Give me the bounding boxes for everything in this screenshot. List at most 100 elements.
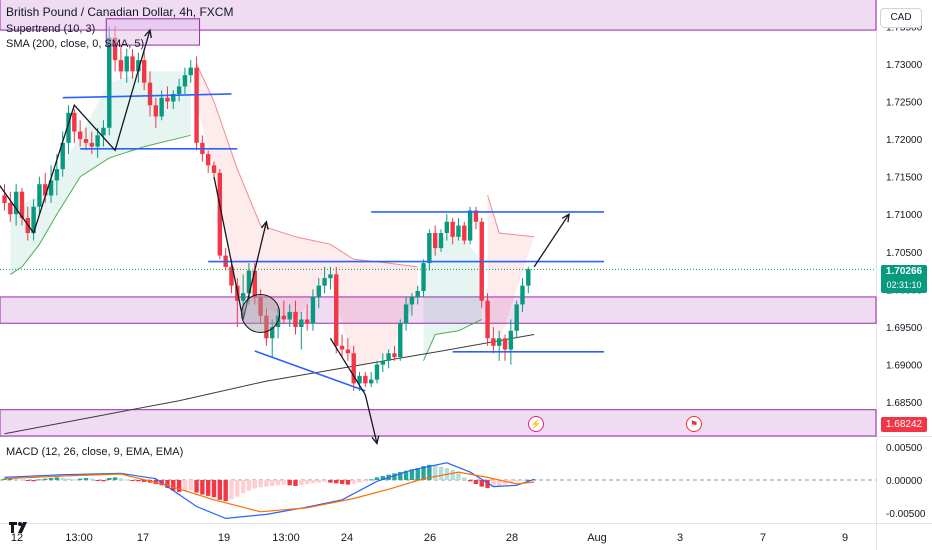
macd-histogram-bar xyxy=(188,480,193,490)
candle-body xyxy=(206,154,211,166)
macd-histogram-bar xyxy=(211,480,217,498)
candle xyxy=(258,289,263,324)
candle xyxy=(223,248,228,271)
candle-body xyxy=(403,304,409,324)
candle xyxy=(508,319,514,365)
macd-histogram-bar xyxy=(456,473,461,480)
macd-histogram-bar xyxy=(176,480,182,492)
projection-arrow xyxy=(533,213,570,268)
candle xyxy=(526,266,531,294)
macd-tick-label: 0.00000 xyxy=(886,476,923,487)
macd-histogram-bar xyxy=(200,480,205,495)
candle xyxy=(48,165,54,203)
macd-histogram-bar xyxy=(77,478,83,480)
macd-histogram-bar xyxy=(368,479,374,481)
price-tick-label: 1.72500 xyxy=(886,97,923,108)
tradingview-logo-icon[interactable] xyxy=(8,520,30,534)
candle xyxy=(497,330,502,361)
time-tick-label: 26 xyxy=(424,532,436,544)
candle-body xyxy=(485,300,490,339)
candle xyxy=(339,334,345,358)
indicator-sma-label[interactable]: SMA (200, close, 0, SMA, 5) xyxy=(6,38,145,50)
macd-histogram-bar xyxy=(43,478,48,480)
macd-histogram-bar xyxy=(258,480,263,488)
current-price-tag: 1.70266 02:31:10 xyxy=(881,265,927,293)
macd-histogram-bar xyxy=(270,480,275,486)
macd-histogram-bar xyxy=(392,473,397,480)
candle-body xyxy=(54,169,60,181)
candle-body xyxy=(43,184,48,196)
time-tick-label: 13:00 xyxy=(65,532,93,544)
price-tick-label: 1.71500 xyxy=(886,173,923,184)
candle xyxy=(432,225,438,256)
candle-body xyxy=(107,37,112,128)
indicator-supertrend-label[interactable]: Supertrend (10, 3) xyxy=(6,23,96,35)
candle-body xyxy=(159,97,164,117)
candle xyxy=(415,285,420,305)
macd-histogram-bar xyxy=(171,480,176,491)
indicator-macd-label[interactable]: MACD (12, 26, close, 9, EMA, EMA) xyxy=(6,446,184,458)
candle xyxy=(462,221,467,245)
candle-body xyxy=(508,330,514,350)
candle xyxy=(403,296,409,331)
currency-selector[interactable]: CAD xyxy=(880,8,922,28)
candle xyxy=(8,191,13,222)
candle xyxy=(165,86,170,109)
candle-body xyxy=(31,206,36,234)
candle xyxy=(467,206,473,245)
supertrend-fill xyxy=(487,195,535,343)
macd-signal-line xyxy=(4,471,535,513)
macd-histogram-bar xyxy=(497,480,502,486)
support-resistance-zone xyxy=(0,296,877,324)
candle xyxy=(66,105,71,155)
macd-histogram-bar xyxy=(328,480,333,483)
macd-histogram-bar xyxy=(508,480,514,483)
candle-body xyxy=(386,353,391,361)
supertrend-fill xyxy=(10,71,191,275)
candle-body xyxy=(171,93,176,102)
candle-body xyxy=(392,353,397,358)
macd-histogram-bar xyxy=(304,480,310,484)
macd-histogram-bar xyxy=(235,480,240,497)
candle xyxy=(136,52,141,83)
candle xyxy=(316,278,321,309)
candle-body xyxy=(83,139,89,143)
arrow-head xyxy=(260,220,269,230)
candle xyxy=(60,131,65,177)
time-tick-label: 3 xyxy=(677,532,683,544)
candle-body xyxy=(246,270,252,294)
candle-body xyxy=(112,37,118,61)
flag-icon[interactable]: ⚑ xyxy=(686,416,702,432)
price-tick-label: 1.71000 xyxy=(886,210,923,221)
candle xyxy=(147,71,153,117)
macd-histogram-bar xyxy=(229,480,234,500)
candle-body xyxy=(141,60,147,83)
time-tick-label: 13:00 xyxy=(272,532,300,544)
candle xyxy=(368,372,374,388)
candle-body xyxy=(270,327,275,339)
candle-body xyxy=(473,210,479,222)
macd-histogram-bar xyxy=(322,480,327,482)
macd-histogram-bar xyxy=(363,480,368,482)
candle-body xyxy=(19,191,25,218)
macd-histogram-bar xyxy=(403,470,409,480)
candle-body xyxy=(380,360,385,365)
arrow-head xyxy=(561,212,570,223)
candle xyxy=(19,187,25,226)
macd-histogram-bar xyxy=(485,480,490,488)
macd-histogram-bar xyxy=(54,477,60,480)
candle-body xyxy=(462,225,467,241)
macd-histogram-bar xyxy=(194,480,199,493)
candle-body xyxy=(339,345,345,350)
bolt-icon[interactable]: ⚡ xyxy=(528,416,544,432)
macd-histogram-bar xyxy=(246,480,252,491)
macd-histogram-bar xyxy=(72,479,77,481)
candle-body xyxy=(101,127,106,136)
candle xyxy=(438,229,444,252)
projection-arrow xyxy=(213,176,268,320)
candle-body xyxy=(182,75,188,87)
candle xyxy=(421,259,426,297)
candle xyxy=(176,78,182,102)
candle-body xyxy=(363,375,368,384)
